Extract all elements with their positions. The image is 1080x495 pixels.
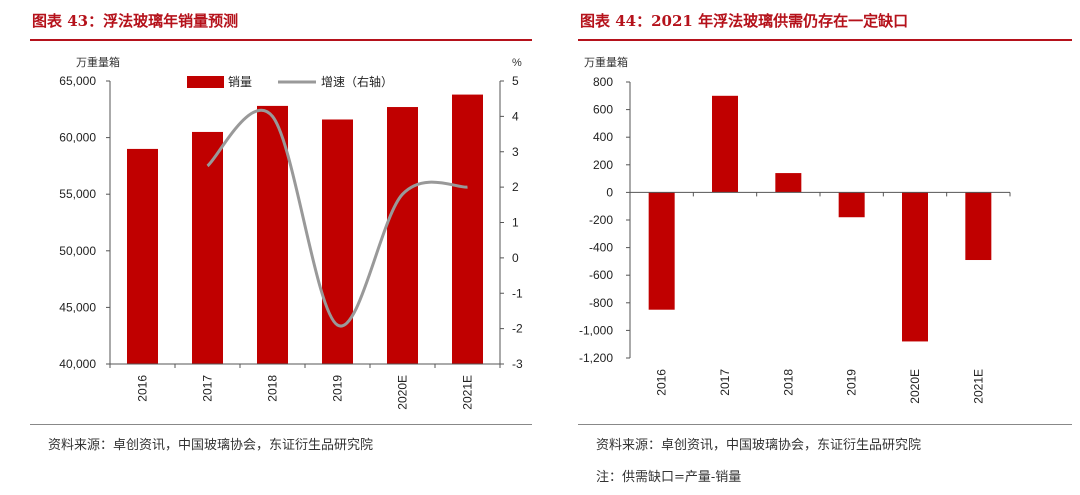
y-tick-label: 200 — [593, 158, 613, 172]
left-title-rule — [30, 39, 532, 41]
sales-bar — [257, 105, 288, 365]
sales-bar — [322, 119, 353, 364]
y-tick-label: 55,000 — [59, 187, 96, 201]
y-tick-label: -1,200 — [579, 351, 613, 365]
sales-forecast-chart: 万重量箱 % 40,000 45,000 50,000 55,000 60,000 65,00… — [59, 55, 523, 410]
left-source-rule — [30, 424, 532, 425]
x-tick-label: 2019 — [331, 375, 345, 402]
left-axis-unit: 万重量箱 — [76, 55, 120, 69]
y2-tick-label: -2 — [512, 322, 523, 336]
x-tick-label: 2016 — [136, 375, 150, 402]
gap-bar — [965, 192, 992, 261]
y-tick-label: -400 — [589, 241, 613, 255]
y2-tick-label: 4 — [512, 109, 519, 123]
legend-bar-label: 销量 — [228, 75, 252, 89]
y2-tick-label: 5 — [512, 74, 519, 88]
right-axis-unit: % — [512, 57, 522, 69]
right-figure: 图表 44：2021 年浮法玻璃供需仍存在一定缺口 万重量箱 -1,200 -1,0… — [548, 0, 1080, 495]
y2-tick-label: 2 — [512, 180, 519, 194]
gap-bar — [648, 192, 675, 310]
x-tick-label: 2016 — [655, 369, 669, 396]
x-tick-label: 2021E — [971, 369, 985, 404]
y-tick-label: -600 — [589, 268, 613, 282]
sales-bar — [192, 131, 223, 364]
growth-line — [206, 108, 468, 328]
y2-tick-label: -3 — [512, 357, 523, 371]
x-tick-label: 2018 — [781, 369, 795, 396]
gap-bar — [775, 173, 802, 193]
gap-bar — [902, 192, 928, 342]
x-tick-label: 2017 — [718, 369, 732, 396]
y2-tick-label: -1 — [512, 286, 523, 300]
y-tick-label: 60,000 — [59, 131, 96, 145]
supply-gap-chart: 万重量箱 -1,200 -1,000 -800 -600 -400 -200 0 200 400 6… — [579, 55, 1011, 404]
sales-bar — [452, 94, 483, 365]
left-source-text: 资料来源：卓创资讯，中国玻璃协会，东证衍生品研究院 — [48, 438, 374, 453]
x-tick-label: 2021E — [461, 375, 475, 410]
right-note-text: 注：供需缺口=产量-销量 — [596, 470, 742, 485]
y-tick-label: -800 — [589, 296, 613, 310]
sales-bar — [387, 107, 418, 364]
gap-bar — [712, 95, 738, 193]
legend-line-label: 增速（右轴） — [321, 74, 393, 89]
y-tick-label: 40,000 — [59, 357, 96, 371]
legend-bar-swatch — [187, 76, 224, 88]
x-tick-label: 2019 — [845, 369, 859, 396]
left-figure-title: 图表 43：浮法玻璃年销量预测 — [32, 12, 239, 30]
left-axis-unit: 万重量箱 — [584, 55, 628, 69]
x-tick-label: 2020E — [908, 369, 922, 404]
y-tick-label: 0 — [606, 185, 613, 199]
y-tick-label: 600 — [593, 103, 613, 117]
right-title-rule — [578, 39, 1072, 41]
y-tick-label: 50,000 — [59, 244, 96, 258]
y-tick-label: 45,000 — [59, 300, 96, 314]
y-tick-label: 65,000 — [59, 74, 96, 88]
y2-tick-label: 3 — [512, 145, 519, 159]
y2-tick-label: 1 — [512, 216, 519, 230]
left-figure: 图表 43：浮法玻璃年销量预测 万重量箱% 40,000 45,000 50,000 5… — [30, 12, 532, 453]
y2-tick-label: 0 — [512, 251, 519, 265]
x-tick-label: 2020E — [396, 375, 410, 410]
y-tick-label: 800 — [593, 75, 613, 89]
y-tick-label: -1,000 — [579, 323, 613, 337]
right-source-text: 资料来源：卓创资讯，中国玻璃协会，东证衍生品研究院 — [596, 438, 922, 453]
right-source-rule — [578, 424, 1072, 425]
x-tick-label: 2018 — [266, 375, 280, 402]
y-tick-label: 400 — [593, 130, 613, 144]
y-tick-label: -200 — [589, 213, 613, 227]
gap-bar — [838, 192, 865, 218]
x-tick-label: 2017 — [201, 375, 215, 402]
right-figure-title: 图表 44：2021 年浮法玻璃供需仍存在一定缺口 — [580, 12, 909, 30]
sales-bar — [127, 148, 158, 364]
